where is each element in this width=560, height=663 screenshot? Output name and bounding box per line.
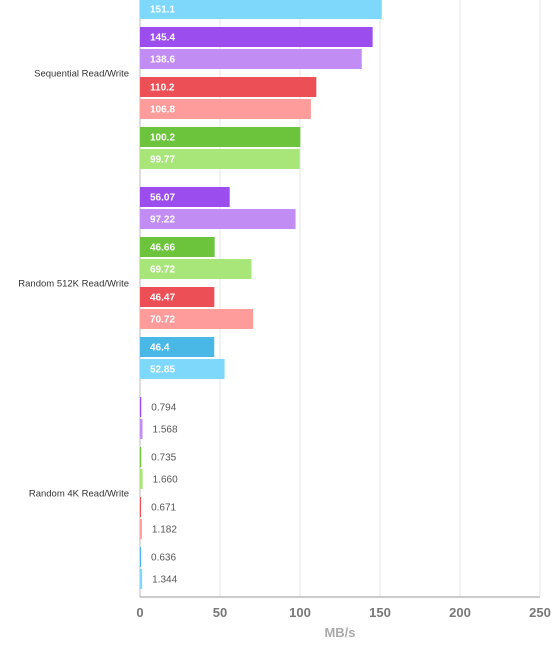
- x-tick-label: 100: [289, 605, 311, 620]
- bar-value-label: 69.72: [150, 265, 175, 276]
- bar-value-label: 1.660: [153, 475, 178, 486]
- bar-value-label: 0.636: [151, 553, 176, 564]
- bar-value-label: 145.4: [150, 33, 175, 44]
- x-tick-labels: 0 50 100 150 200 250: [136, 605, 550, 620]
- x-axis-title: MB/s: [324, 625, 355, 640]
- bar-value-label: 0.794: [151, 403, 176, 414]
- read-bar: [140, 127, 301, 147]
- write-bar: [140, 469, 143, 489]
- x-tick-label: 0: [136, 605, 143, 620]
- write-bar: [140, 0, 382, 19]
- write-bar: [140, 49, 362, 69]
- read-bar: [140, 337, 215, 357]
- write-bar: [140, 259, 252, 279]
- bar-value-label: 0.735: [151, 453, 176, 464]
- bar-value-label: 56.07: [150, 193, 175, 204]
- bar-value-label: 52.85: [150, 365, 175, 376]
- x-tick-label: 150: [369, 605, 391, 620]
- bar-value-label: 106.8: [150, 105, 175, 116]
- group-label: Sequential Read/Write: [34, 69, 129, 80]
- bar-value-label: 1.344: [152, 575, 177, 586]
- bar-value-label: 1.182: [152, 525, 177, 536]
- group-label: Random 4K Read/Write: [29, 489, 129, 500]
- x-tick-label: 250: [529, 605, 551, 620]
- write-bar: [140, 569, 143, 589]
- write-bar: [140, 359, 225, 379]
- read-bar: [140, 397, 142, 417]
- write-bar: [140, 419, 143, 439]
- group-label: Random 512K Read/Write: [18, 279, 129, 290]
- bars: 151.1 145.4 138.6 110.2 106.8 100.2 99.77 56.07…: [140, 0, 382, 589]
- bar-value-label: 46.66: [150, 243, 175, 254]
- bar-value-label: 97.22: [150, 215, 175, 226]
- read-bar: [140, 497, 142, 517]
- bar-value-label: 1.568: [153, 425, 178, 436]
- read-bar: [140, 77, 317, 97]
- read-bar: [140, 187, 230, 207]
- read-bar: [140, 27, 373, 47]
- bar-value-label: 46.4: [150, 343, 170, 354]
- write-bar: [140, 209, 296, 229]
- bar-value-label: 99.77: [150, 155, 175, 166]
- bar-value-label: 70.72: [150, 315, 175, 326]
- bar-value-label: 100.2: [150, 133, 175, 144]
- read-bar: [140, 547, 142, 567]
- read-bar: [140, 447, 142, 467]
- bar-value-label: 151.1: [150, 5, 175, 16]
- read-bar: [140, 287, 215, 307]
- x-tick-label: 200: [449, 605, 471, 620]
- bar-value-label: 110.2: [150, 83, 175, 94]
- bar-value-label: 138.6: [150, 55, 175, 66]
- group-labels: Sequential Read/Write Random 512K Read/Wr…: [18, 69, 129, 500]
- write-bar: [140, 519, 142, 539]
- write-bar: [140, 149, 300, 169]
- x-tick-label: 50: [213, 605, 227, 620]
- read-bar: [140, 237, 215, 257]
- bar-value-label: 46.47: [150, 293, 175, 304]
- write-bar: [140, 99, 311, 119]
- write-bar: [140, 309, 254, 329]
- bar-value-label: 0.671: [151, 503, 176, 514]
